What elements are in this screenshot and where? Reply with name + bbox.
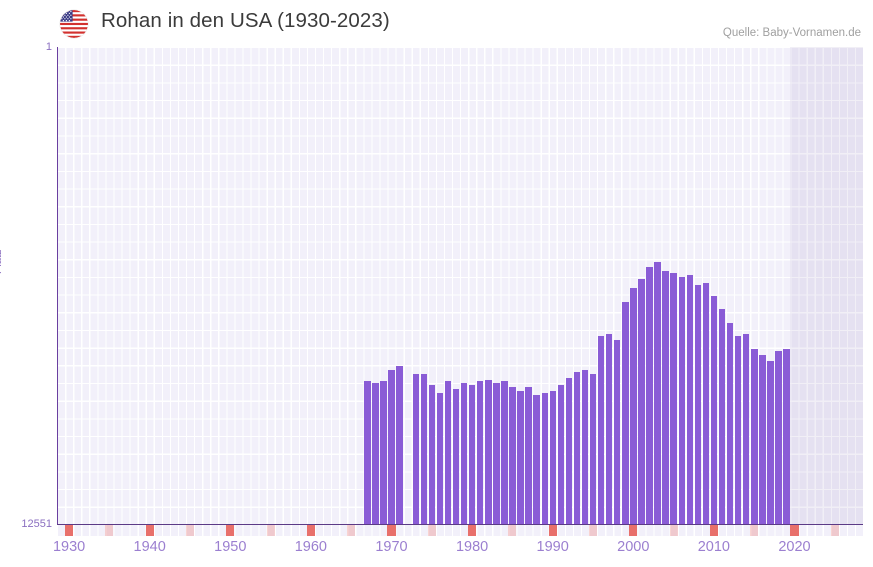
x-tick-mark-major bbox=[548, 525, 557, 536]
bar bbox=[565, 377, 573, 524]
x-tick-mark-minor bbox=[427, 525, 436, 536]
x-tick-mark-minor bbox=[830, 525, 839, 536]
x-tick-mark-minor bbox=[185, 525, 194, 536]
x-tick-label: 1940 bbox=[133, 539, 166, 555]
bar bbox=[734, 335, 742, 524]
bar bbox=[589, 373, 597, 524]
bar bbox=[718, 309, 726, 524]
bar bbox=[597, 335, 605, 524]
bar bbox=[694, 284, 702, 524]
us-flag-icon bbox=[60, 10, 88, 38]
x-tick-mark-minor bbox=[105, 525, 114, 536]
bar bbox=[517, 390, 524, 524]
x-tick-mark-major bbox=[790, 525, 799, 536]
y-tick-bottom: 12551 bbox=[21, 518, 52, 530]
bar bbox=[726, 322, 734, 524]
bar bbox=[525, 387, 532, 524]
x-tick-mark-minor bbox=[508, 525, 517, 536]
source-label: Quelle: Baby-Vornamen.de bbox=[722, 27, 861, 39]
no-data-band bbox=[790, 47, 863, 524]
bar bbox=[751, 349, 758, 524]
x-tick-mark-major bbox=[629, 525, 638, 536]
bar bbox=[452, 389, 460, 524]
bar bbox=[710, 295, 718, 524]
bar bbox=[743, 333, 750, 524]
bar bbox=[412, 373, 419, 524]
x-tick-label: 1990 bbox=[536, 539, 569, 555]
bar bbox=[436, 392, 444, 524]
bar bbox=[468, 385, 476, 524]
bar bbox=[493, 383, 500, 524]
x-tick-label: 1950 bbox=[214, 539, 247, 555]
bar bbox=[678, 276, 685, 524]
x-tick-mark-minor bbox=[266, 525, 275, 536]
bar bbox=[557, 385, 565, 524]
bar bbox=[420, 373, 428, 524]
x-tick-label: 2010 bbox=[697, 539, 731, 555]
x-axis-line bbox=[57, 523, 863, 525]
bar bbox=[364, 381, 371, 524]
bar bbox=[630, 288, 637, 524]
bar bbox=[605, 333, 613, 524]
bar bbox=[759, 354, 766, 524]
x-tick-label: 1960 bbox=[294, 539, 328, 555]
bar bbox=[638, 278, 645, 524]
bar bbox=[783, 349, 790, 524]
x-tick-mark-minor bbox=[588, 525, 597, 536]
bar bbox=[670, 273, 677, 524]
bar bbox=[380, 381, 387, 524]
x-tick-mark-major bbox=[226, 525, 235, 536]
bar bbox=[614, 339, 621, 524]
bar bbox=[686, 275, 694, 524]
x-tick-mark-major bbox=[468, 525, 477, 536]
bar bbox=[573, 371, 581, 524]
bar bbox=[533, 394, 540, 524]
bar bbox=[444, 381, 452, 524]
bar bbox=[702, 282, 710, 524]
x-tick-mark-minor bbox=[347, 525, 356, 536]
bar bbox=[767, 360, 774, 524]
bar bbox=[581, 370, 589, 524]
bar bbox=[485, 379, 492, 524]
bar-series bbox=[57, 47, 863, 524]
page-title: Rohan in den USA (1930-2023) bbox=[101, 9, 390, 32]
bar bbox=[396, 366, 403, 524]
y-axis-line bbox=[57, 47, 59, 524]
x-tick-label: 2020 bbox=[778, 539, 811, 555]
bar bbox=[541, 392, 548, 524]
bar bbox=[775, 351, 782, 524]
chart-header: Rohan in den USA (1930-2023) Quelle: Bab… bbox=[0, 0, 873, 46]
x-tick-mark-minor bbox=[750, 525, 759, 536]
x-axis-strip bbox=[57, 525, 863, 536]
bar bbox=[477, 381, 484, 524]
bar bbox=[460, 383, 468, 524]
x-tick-mark-major bbox=[709, 525, 718, 536]
x-tick-label: 2000 bbox=[617, 539, 650, 555]
bar bbox=[501, 381, 508, 524]
x-tick-mark-major bbox=[306, 525, 315, 536]
x-tick-mark-major bbox=[65, 525, 74, 536]
bar bbox=[509, 387, 516, 524]
bar bbox=[646, 267, 653, 524]
plot-area bbox=[57, 47, 863, 524]
y-axis-title: Platz bbox=[0, 249, 4, 274]
x-tick-mark-minor bbox=[669, 525, 678, 536]
x-tick-mark-major bbox=[145, 525, 154, 536]
bar bbox=[549, 390, 556, 524]
bar bbox=[662, 271, 669, 524]
bar bbox=[372, 383, 379, 524]
x-tick-label: 1970 bbox=[375, 539, 408, 555]
bar bbox=[622, 301, 629, 524]
bar bbox=[654, 261, 661, 524]
x-tick-mark-major bbox=[387, 525, 396, 536]
y-tick-top: 1 bbox=[45, 41, 52, 53]
bar bbox=[388, 370, 395, 524]
bar bbox=[428, 385, 436, 524]
x-tick-label: 1930 bbox=[52, 539, 86, 555]
x-tick-label: 1980 bbox=[455, 539, 489, 555]
